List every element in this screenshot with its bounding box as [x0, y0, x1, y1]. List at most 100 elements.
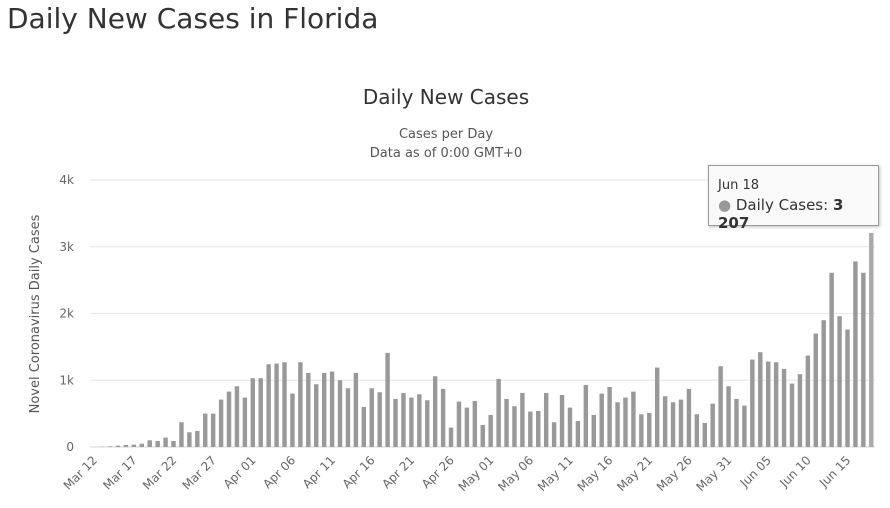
x-tick-label: May 26 [654, 453, 695, 494]
bar [837, 316, 842, 447]
bar [131, 444, 137, 447]
bar [242, 397, 248, 447]
bar [623, 397, 628, 447]
bar [361, 406, 367, 447]
bar [203, 413, 208, 447]
x-tick-label: Mar 22 [140, 453, 179, 492]
bar [861, 272, 866, 447]
bar [575, 420, 581, 447]
bar [813, 333, 818, 447]
bar [377, 392, 382, 447]
chart-subtitle-2: Data as of 0:00 GMT+0 [370, 146, 522, 161]
bar [710, 403, 715, 447]
bar [520, 392, 525, 447]
bar [670, 402, 676, 447]
bar [266, 364, 271, 447]
bar [123, 444, 129, 447]
x-tick-label: Mar 17 [100, 453, 139, 492]
bar [464, 407, 470, 447]
bar [591, 414, 596, 447]
bar [171, 440, 176, 447]
bar [773, 362, 779, 447]
bar [155, 440, 160, 447]
bar [417, 394, 422, 447]
bar [480, 424, 485, 447]
bar [694, 414, 700, 447]
bar [448, 427, 454, 447]
bar [147, 440, 152, 447]
page-title: Daily New Cases in Florida [7, 2, 379, 35]
bar [829, 272, 834, 447]
y-tick-label: 0 [66, 440, 74, 454]
bar [678, 399, 684, 447]
x-tick-label: Apr 01 [221, 453, 259, 491]
bar [504, 398, 509, 447]
y-tick-label: 2k [59, 307, 74, 321]
bar [742, 405, 747, 447]
bar [282, 362, 287, 447]
x-tick-label: Mar 12 [61, 453, 100, 492]
bar [472, 400, 478, 447]
x-tick-label: May 21 [614, 453, 655, 494]
x-tick-label: May 06 [495, 453, 536, 494]
bar [115, 445, 121, 447]
bar [821, 320, 826, 447]
bar [567, 407, 573, 447]
bar [258, 378, 263, 447]
bar [845, 329, 850, 447]
x-tick-label: May 11 [535, 453, 576, 494]
x-tick-label: Apr 06 [260, 453, 298, 491]
bar [496, 378, 501, 447]
tooltip-value: 3 207 [718, 196, 844, 232]
x-tick-label: Jun 05 [737, 453, 774, 490]
tooltip: Jun 18 ● Daily Cases: 3 207 [708, 165, 879, 232]
y-axis-label: Novel Coronavirus Daily Cases [28, 214, 43, 413]
bar [425, 400, 430, 447]
bar [869, 232, 874, 447]
chart-title: Daily New Cases [363, 85, 529, 109]
bar [781, 368, 787, 447]
bar [274, 363, 279, 447]
bar [662, 396, 668, 447]
bar [647, 412, 652, 447]
bar [853, 261, 858, 447]
x-tick-label: Apr 21 [379, 453, 417, 491]
bar [599, 393, 604, 447]
bar [631, 391, 636, 447]
x-tick-label: Jun 15 [816, 453, 853, 490]
bar [543, 392, 549, 447]
bar [314, 384, 319, 447]
y-tick-label: 3k [59, 240, 74, 254]
bar [179, 422, 184, 447]
bar [298, 362, 303, 447]
x-tick-label: Apr 26 [419, 453, 457, 491]
bar [551, 422, 557, 447]
bar [615, 402, 620, 447]
bar [306, 372, 311, 447]
bar [528, 411, 533, 447]
bar [789, 383, 795, 447]
bar [393, 398, 398, 447]
bar [210, 413, 216, 447]
bar [718, 366, 723, 447]
x-tick-label: Apr 11 [300, 453, 338, 491]
bar [607, 386, 612, 447]
chart-subtitle-1: Cases per Day [399, 127, 493, 142]
bar [750, 359, 755, 447]
bar [765, 361, 771, 447]
bar [345, 388, 351, 447]
bar [163, 437, 168, 447]
bar [686, 388, 692, 447]
bar [337, 380, 343, 447]
bar [290, 393, 295, 447]
bar [456, 401, 462, 447]
bar [353, 372, 359, 447]
bar [536, 410, 541, 447]
bar [369, 388, 374, 447]
bar [329, 371, 335, 447]
bar [401, 392, 406, 447]
y-tick-label: 1k [59, 373, 74, 387]
bar [187, 432, 192, 447]
x-tick-label: Mar 27 [180, 453, 219, 492]
